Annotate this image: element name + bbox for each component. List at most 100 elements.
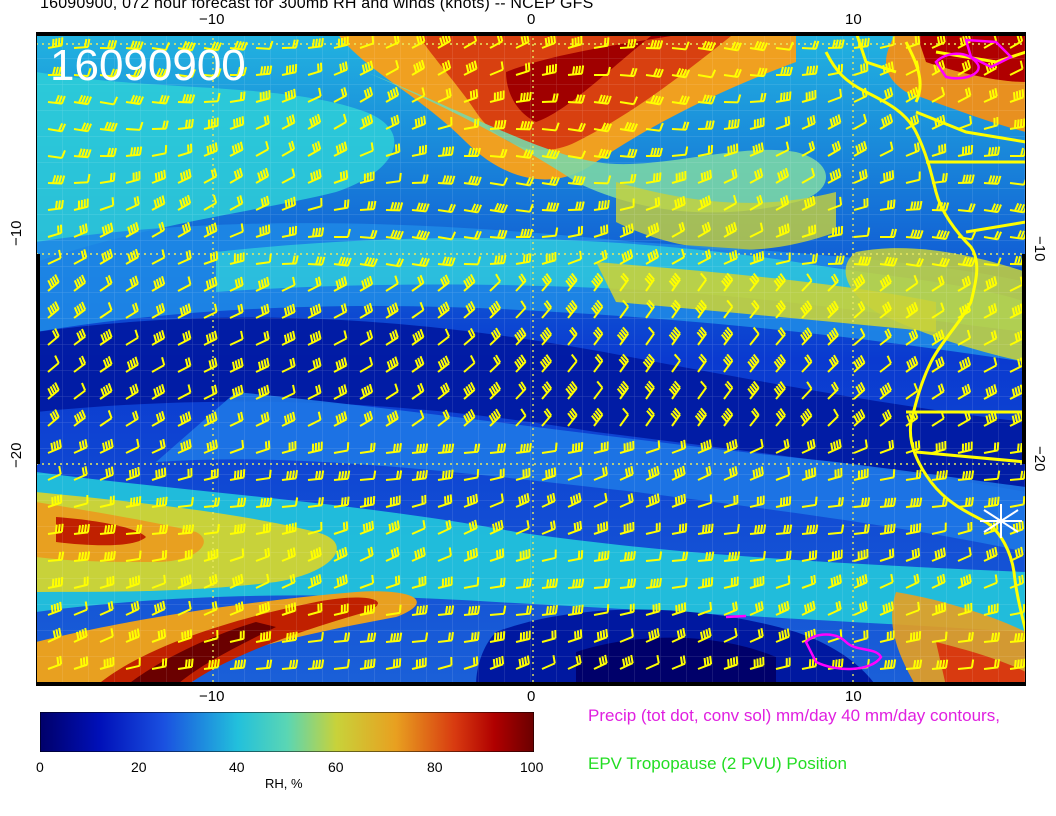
wind-barb <box>541 93 559 103</box>
wind-barb <box>931 329 945 346</box>
wind-barb <box>151 524 169 535</box>
wind-barb <box>125 628 140 643</box>
wind-barb <box>489 468 505 481</box>
wind-barb <box>151 356 166 373</box>
wind-barb <box>463 301 476 319</box>
wind-barb <box>879 601 894 616</box>
wind-barb <box>619 578 637 589</box>
wind-barb <box>723 143 739 157</box>
wind-barb <box>229 573 244 589</box>
wind-barb <box>957 470 975 481</box>
wind-barb <box>645 628 660 643</box>
wind-barb <box>593 521 609 535</box>
wind-barb <box>151 574 167 589</box>
wind-barb <box>723 551 741 562</box>
wind-barb <box>385 546 400 562</box>
wind-barb <box>47 274 60 292</box>
wind-barb <box>567 604 584 616</box>
wind-barb <box>853 524 870 535</box>
wind-barb <box>411 174 429 184</box>
wind-barb <box>619 249 634 265</box>
wind-barb <box>177 303 192 319</box>
wind-barb <box>671 41 690 51</box>
wind-barb <box>203 251 219 265</box>
wind-barb <box>775 252 791 265</box>
wind-barb <box>489 327 501 346</box>
wind-barb <box>957 659 975 670</box>
wind-barb <box>359 520 375 535</box>
wind-barb <box>957 356 972 373</box>
wind-barb <box>151 467 167 481</box>
wind-barb <box>203 548 219 562</box>
wind-barb <box>593 148 612 159</box>
wind-barb <box>281 225 298 238</box>
wind-barb <box>411 605 428 616</box>
wind-barb <box>489 493 504 508</box>
rh-wind-map: 16090900 <box>36 32 1026 686</box>
top-tick-label: −10 <box>199 11 225 28</box>
wind-barb <box>281 384 296 400</box>
wind-barb <box>749 67 768 78</box>
wind-barb <box>385 356 399 373</box>
wind-barb <box>99 302 113 319</box>
wind-barb <box>385 86 400 103</box>
wind-barb <box>229 40 248 51</box>
wind-barb <box>931 275 945 292</box>
wind-barb <box>203 303 218 319</box>
wind-barb <box>800 408 813 427</box>
wind-barb <box>255 440 271 454</box>
wind-barb <box>801 496 818 508</box>
wind-barb <box>437 231 457 241</box>
wind-barb <box>489 605 507 616</box>
wind-barb <box>749 222 764 238</box>
wind-barb <box>515 442 532 454</box>
wind-barb <box>593 628 609 643</box>
wind-barb <box>411 469 428 481</box>
wind-barb <box>307 37 324 49</box>
wind-barb <box>983 117 999 130</box>
wind-barb <box>905 142 920 157</box>
wind-barb <box>229 548 245 562</box>
wind-barb <box>697 120 715 130</box>
wind-barb <box>697 655 713 670</box>
wind-barb <box>541 467 557 481</box>
wind-barb <box>151 195 166 211</box>
wind-barb <box>203 330 218 346</box>
wind-barb <box>827 114 842 130</box>
wind-barb <box>385 658 402 670</box>
wind-barb <box>983 470 1001 481</box>
wind-barb <box>281 497 299 508</box>
wind-barb <box>47 328 60 346</box>
wind-barb <box>333 141 348 157</box>
wind-barb <box>99 495 115 508</box>
wind-barb <box>229 276 244 292</box>
wind-barb <box>983 357 998 373</box>
wind-barb <box>203 411 218 427</box>
wind-barb <box>775 657 791 670</box>
wind-barb <box>47 355 60 373</box>
wind-barb <box>411 520 426 535</box>
wind-barb <box>73 656 89 670</box>
wind-barb <box>99 197 115 211</box>
wind-barb <box>567 250 583 265</box>
wind-barb <box>73 551 91 562</box>
wind-barb <box>255 659 273 670</box>
wind-barb <box>697 577 714 589</box>
wind-barb <box>385 201 404 212</box>
wind-barb <box>359 546 374 562</box>
wind-barb <box>203 117 219 130</box>
wind-barb <box>697 40 716 52</box>
wind-barb <box>489 548 505 562</box>
left-tick-label: −10 <box>8 220 25 246</box>
wind-barb <box>879 256 898 267</box>
wind-barb <box>255 40 274 50</box>
wind-barb <box>151 120 169 130</box>
wind-barb <box>723 656 739 670</box>
wind-barb <box>827 549 843 562</box>
wind-barb <box>437 547 452 562</box>
wind-barb <box>229 252 245 265</box>
wind-barb <box>775 141 790 157</box>
wind-barb <box>281 88 297 103</box>
wind-barb <box>73 122 93 133</box>
wind-barb <box>151 169 167 184</box>
